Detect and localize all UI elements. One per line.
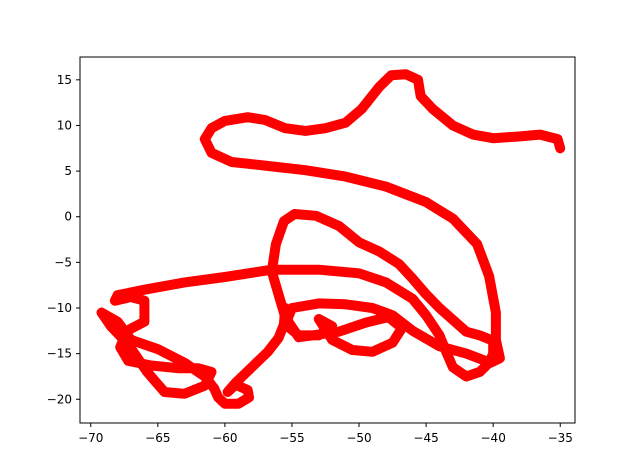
y-tick-label: −15	[47, 347, 72, 361]
x-tick-label: −40	[481, 431, 506, 445]
series-line-2	[209, 303, 291, 409]
x-tick-label: −70	[78, 431, 103, 445]
x-axis: −70 −65 −60 −55 −50 −45 −40 −35	[78, 423, 573, 445]
y-tick-label: −10	[47, 301, 72, 315]
y-axis: 15 10 5 0 −5 −10 −15 −20	[47, 73, 80, 406]
x-tick-label: −60	[212, 431, 237, 445]
x-tick-label: −45	[413, 431, 438, 445]
y-tick-label: −5	[54, 255, 72, 269]
plot-area	[79, 56, 576, 424]
x-tick-label: −50	[346, 431, 371, 445]
series-layer	[96, 69, 566, 409]
x-tick-label: −35	[548, 431, 573, 445]
y-tick-label: 10	[57, 118, 72, 132]
y-tick-label: −20	[47, 392, 72, 406]
x-tick-label: −65	[145, 431, 170, 445]
series-line-0	[199, 69, 566, 368]
y-tick-label: 15	[57, 73, 72, 87]
y-tick-label: 5	[64, 164, 72, 178]
x-tick-label: −55	[279, 431, 304, 445]
series-line-1	[96, 209, 499, 399]
y-tick-label: 0	[64, 210, 72, 224]
